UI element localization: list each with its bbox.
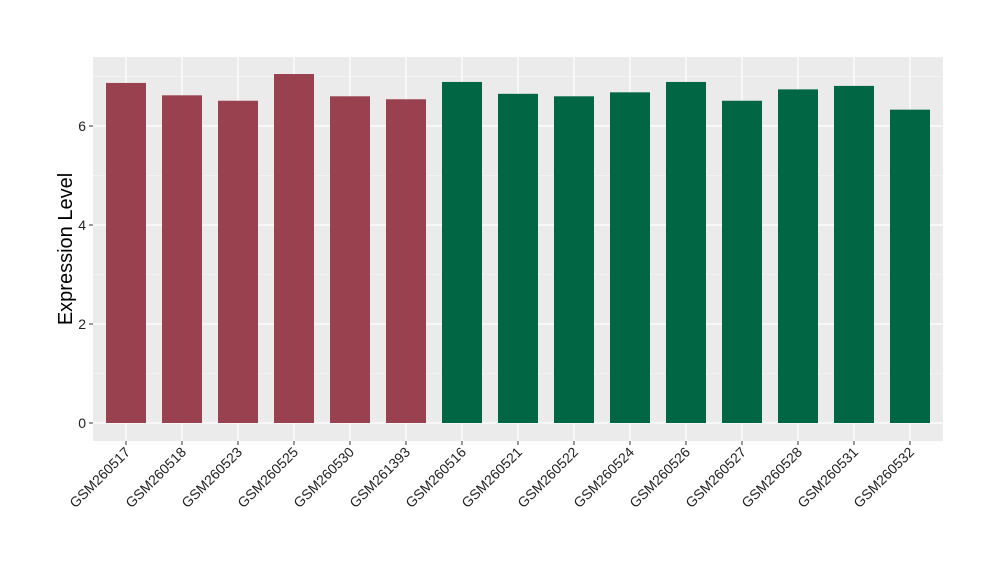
bar-gsm260517: [106, 82, 146, 423]
bar-gsm260532: [890, 109, 930, 423]
y-tick-label: 2: [78, 316, 86, 332]
bar-gsm260523: [218, 100, 258, 423]
y-tick-label: 0: [78, 415, 86, 431]
bars: [106, 74, 930, 424]
bar-gsm261393: [386, 99, 426, 424]
bar-gsm260528: [778, 89, 818, 424]
bar-gsm260530: [330, 96, 370, 424]
y-axis: 0 2 4 6: [78, 118, 93, 431]
bar-gsm260524: [610, 92, 650, 423]
bar-gsm260525: [274, 74, 314, 424]
bar-gsm260518: [162, 95, 202, 423]
bar-gsm260522: [554, 96, 594, 424]
bar-gsm260516: [442, 81, 482, 423]
bar-gsm260521: [498, 93, 538, 423]
y-tick-label: 6: [78, 118, 86, 134]
bar-gsm260531: [834, 85, 874, 423]
y-axis-title: Expression Level: [55, 173, 77, 325]
bar-gsm260527: [722, 100, 762, 423]
bar-gsm260526: [666, 81, 706, 423]
y-tick-label: 4: [78, 217, 86, 233]
